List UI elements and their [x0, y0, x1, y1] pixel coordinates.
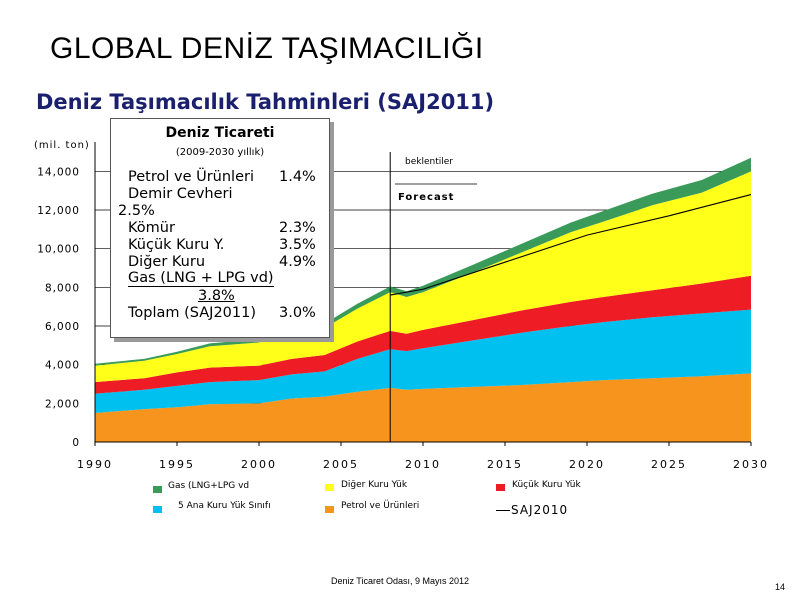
box-row-value: 4.9% — [279, 254, 316, 270]
annotation-forecast: Forecast — [398, 192, 454, 203]
x-tick-label: 1995 — [159, 458, 195, 471]
box-row: Demir Cevheri — [111, 186, 329, 203]
trade-growth-box: Deniz Ticareti (2009-2030 yıllık) Petrol… — [110, 118, 330, 338]
x-tick-label: 2020 — [569, 458, 605, 471]
x-tick-label: 1990 — [77, 458, 113, 471]
box-title: Deniz Ticareti — [165, 125, 275, 141]
x-tick-label: 2005 — [323, 458, 359, 471]
y-axis-label: (mil. ton) — [34, 140, 90, 151]
area-bes-ana-kuru — [95, 309, 751, 413]
slide-title: GLOBAL DENİZ TAŞIMACILIĞI — [50, 32, 484, 65]
legend-petrol-swatch — [325, 506, 334, 513]
y-tick-label: 8,000 — [45, 282, 80, 294]
area-petrol — [95, 373, 751, 442]
footer-source: Deniz Ticaret Odası, 9 Mayıs 2012 — [330, 576, 470, 586]
y-tick-label: 0 — [72, 437, 80, 449]
box-row: Kömür 2.3% — [111, 220, 329, 237]
x-tick-label: 2010 — [405, 458, 441, 471]
x-tick-label: 2015 — [487, 458, 523, 471]
y-tick-label: 12,000 — [37, 205, 80, 217]
legend-gas-label: Gas (LNG+LPG vd — [168, 481, 250, 491]
box-row-value: 2.3% — [279, 220, 316, 236]
x-tick-label: 2025 — [651, 458, 687, 471]
box-row: Diğer Kuru 4.9% — [111, 254, 329, 271]
area-diger-kuru — [95, 171, 751, 383]
box-rows: Petrol ve Ürünleri 1.4% Demir Cevheri 2.5% K… — [111, 169, 329, 322]
box-row-label: 3.8% — [198, 288, 235, 304]
box-row-label: Kömür — [128, 220, 175, 236]
box-row-label: 2.5% — [118, 203, 155, 219]
y-tick-label: 10,000 — [37, 244, 80, 256]
box-subtitle: (2009-2030 yıllık) — [175, 147, 265, 158]
box-row-label: Petrol ve Ürünleri — [128, 169, 254, 185]
y-tick-label: 4,000 — [45, 360, 80, 372]
x-tick-label: 2030 — [733, 458, 769, 471]
y-tick-label: 6,000 — [45, 321, 80, 333]
box-row-label: Küçük Kuru Y. — [128, 237, 225, 253]
box-row-value: 1.4% — [279, 169, 316, 185]
legend-diger-kuru-label: Diğer Kuru Yük — [341, 480, 408, 490]
line-saj2010 — [390, 194, 752, 296]
box-row: Gas (LNG + LPG vd) — [111, 271, 329, 288]
box-row-value: 3.5% — [279, 237, 316, 253]
y-tick-label: 2,000 — [45, 398, 80, 410]
annotation-beklentiler: beklentiler — [405, 157, 453, 167]
legend-gas-swatch — [153, 486, 162, 493]
box-row: 2.5% — [111, 203, 329, 220]
chart-heading: Deniz Taşımacılık Tahminleri (SAJ2011) — [36, 90, 495, 114]
axes: (mil. ton) 0 2,000 4,000 6,000 8,000 10,000 12,… — [34, 140, 769, 471]
legend-bes-ana-kuru-swatch — [153, 506, 162, 513]
box-row-label: Gas (LNG + LPG vd) — [128, 270, 274, 287]
legend-saj2010-label: SAJ2010 — [511, 503, 569, 517]
box-row-label: Diğer Kuru — [128, 254, 206, 270]
legend-petrol-label: Petrol ve Ürünleri — [341, 501, 420, 511]
box-row-value: 3.0% — [279, 305, 316, 321]
page-number: 14 — [775, 582, 786, 592]
legend-diger-kuru-swatch — [325, 484, 334, 491]
stacked-areas — [95, 157, 751, 442]
legend-saj2010-swatch — [496, 510, 510, 511]
box-row-label: Toplam (SAJ2011) — [128, 305, 257, 321]
legend-bes-ana-kuru-label: 5 Ana Kuru Yük Sınıfı — [178, 501, 271, 511]
box-row: 3.8% — [111, 288, 329, 305]
box-row: Toplam (SAJ2011) 3.0% — [111, 305, 329, 322]
box-row: Petrol ve Ürünleri 1.4% — [111, 169, 329, 186]
y-tick-label: 14,000 — [37, 166, 80, 178]
legend-kucuk-kuru-swatch — [496, 484, 505, 491]
chart-overlay: beklentiler Forecast — [389, 152, 752, 442]
legend-kucuk-kuru-label: Küçük Kuru Yük — [512, 480, 581, 490]
box-row-label: Demir Cevheri — [128, 186, 233, 202]
x-tick-label: 2000 — [241, 458, 277, 471]
box-row: Küçük Kuru Y. 3.5% — [111, 237, 329, 254]
area-kucuk-kuru — [95, 275, 751, 394]
